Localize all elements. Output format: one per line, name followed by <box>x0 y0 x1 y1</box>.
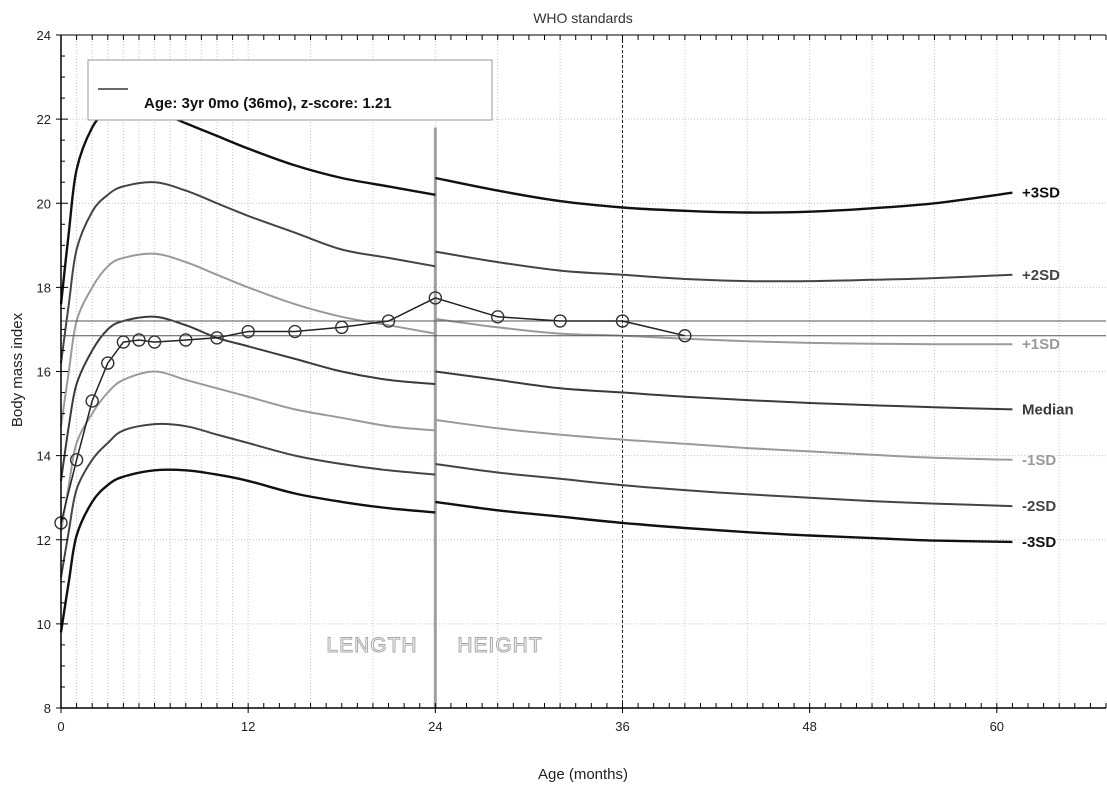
curve-label: -2SD <box>1022 498 1056 515</box>
reference-curve <box>435 370 1013 411</box>
x-axis-title: Age (months) <box>538 766 628 783</box>
region-label-length: LENGTH <box>326 634 417 657</box>
patient-series <box>54 291 1106 530</box>
x-tick-label: 36 <box>615 719 629 734</box>
curve-label: -3SD <box>1022 534 1056 551</box>
reference-curve <box>435 176 1013 214</box>
data-point <box>553 314 567 328</box>
y-tick-label: 14 <box>37 449 51 464</box>
reference-curve <box>60 422 436 578</box>
curve-label: Median <box>1022 401 1074 418</box>
y-tick-label: 20 <box>37 196 51 211</box>
axis-layer: 0 12 24 36 48 60 8 10 12 14 16 18 20 22 24 <box>37 28 1107 734</box>
reference-curve <box>435 500 1013 544</box>
y-tick-label: 12 <box>37 533 51 548</box>
data-point <box>288 324 302 339</box>
data-point <box>147 335 162 349</box>
reference-curves: +3SD +2SD +1SD Median -1SD -2SD -3SD <box>59 105 1074 633</box>
curve-label: +1SD <box>1022 336 1060 353</box>
reference-curve <box>435 250 1013 283</box>
x-tick-label: 24 <box>428 719 442 734</box>
y-tick-label: 22 <box>37 112 51 127</box>
data-point <box>491 310 505 324</box>
data-point <box>428 291 443 305</box>
data-point <box>101 356 115 370</box>
reference-curve <box>60 252 436 427</box>
series-line <box>60 297 686 524</box>
data-point <box>615 314 630 328</box>
x-tick-label: 48 <box>802 719 816 734</box>
chart-title: WHO standards <box>533 10 633 26</box>
x-tick-label: 12 <box>241 719 255 734</box>
reference-curve <box>59 105 436 305</box>
y-tick-label: 24 <box>37 28 51 43</box>
data-point <box>241 324 255 339</box>
data-point <box>381 314 396 328</box>
curve-label: +2SD <box>1022 267 1060 284</box>
reference-curve <box>435 418 1013 461</box>
data-point <box>210 331 224 345</box>
reference-curve <box>435 317 1013 346</box>
zone-layer <box>433 35 623 708</box>
curve-label: +3SD <box>1022 185 1060 202</box>
data-point <box>678 329 692 343</box>
x-tick-label: 60 <box>990 719 1004 734</box>
reference-curve <box>60 370 436 532</box>
y-tick-label: 18 <box>37 280 51 295</box>
legend-entry: Age: 3yr 0mo (36mo), z-score: 1.21 <box>144 95 392 112</box>
legend-frame <box>87 59 493 121</box>
data-point <box>69 453 84 467</box>
region-label-height: HEIGHT <box>457 634 542 657</box>
data-point <box>116 335 131 349</box>
data-point <box>85 394 99 408</box>
data-point <box>132 333 146 347</box>
curve-label: -1SD <box>1022 452 1056 469</box>
reference-curve <box>60 315 436 482</box>
y-tick-label: 8 <box>44 701 51 716</box>
data-point <box>179 333 193 347</box>
y-tick-label: 16 <box>37 365 51 380</box>
reference-curve <box>59 468 436 633</box>
data-point <box>335 320 349 335</box>
reference-curve <box>60 181 436 364</box>
reference-curve <box>435 463 1013 508</box>
legend: Age: 3yr 0mo (36mo), z-score: 1.21 <box>87 59 493 121</box>
y-axis-title: Body mass index <box>9 312 26 427</box>
x-tick-label: 0 <box>57 719 64 734</box>
y-tick-label: 10 <box>37 617 51 632</box>
